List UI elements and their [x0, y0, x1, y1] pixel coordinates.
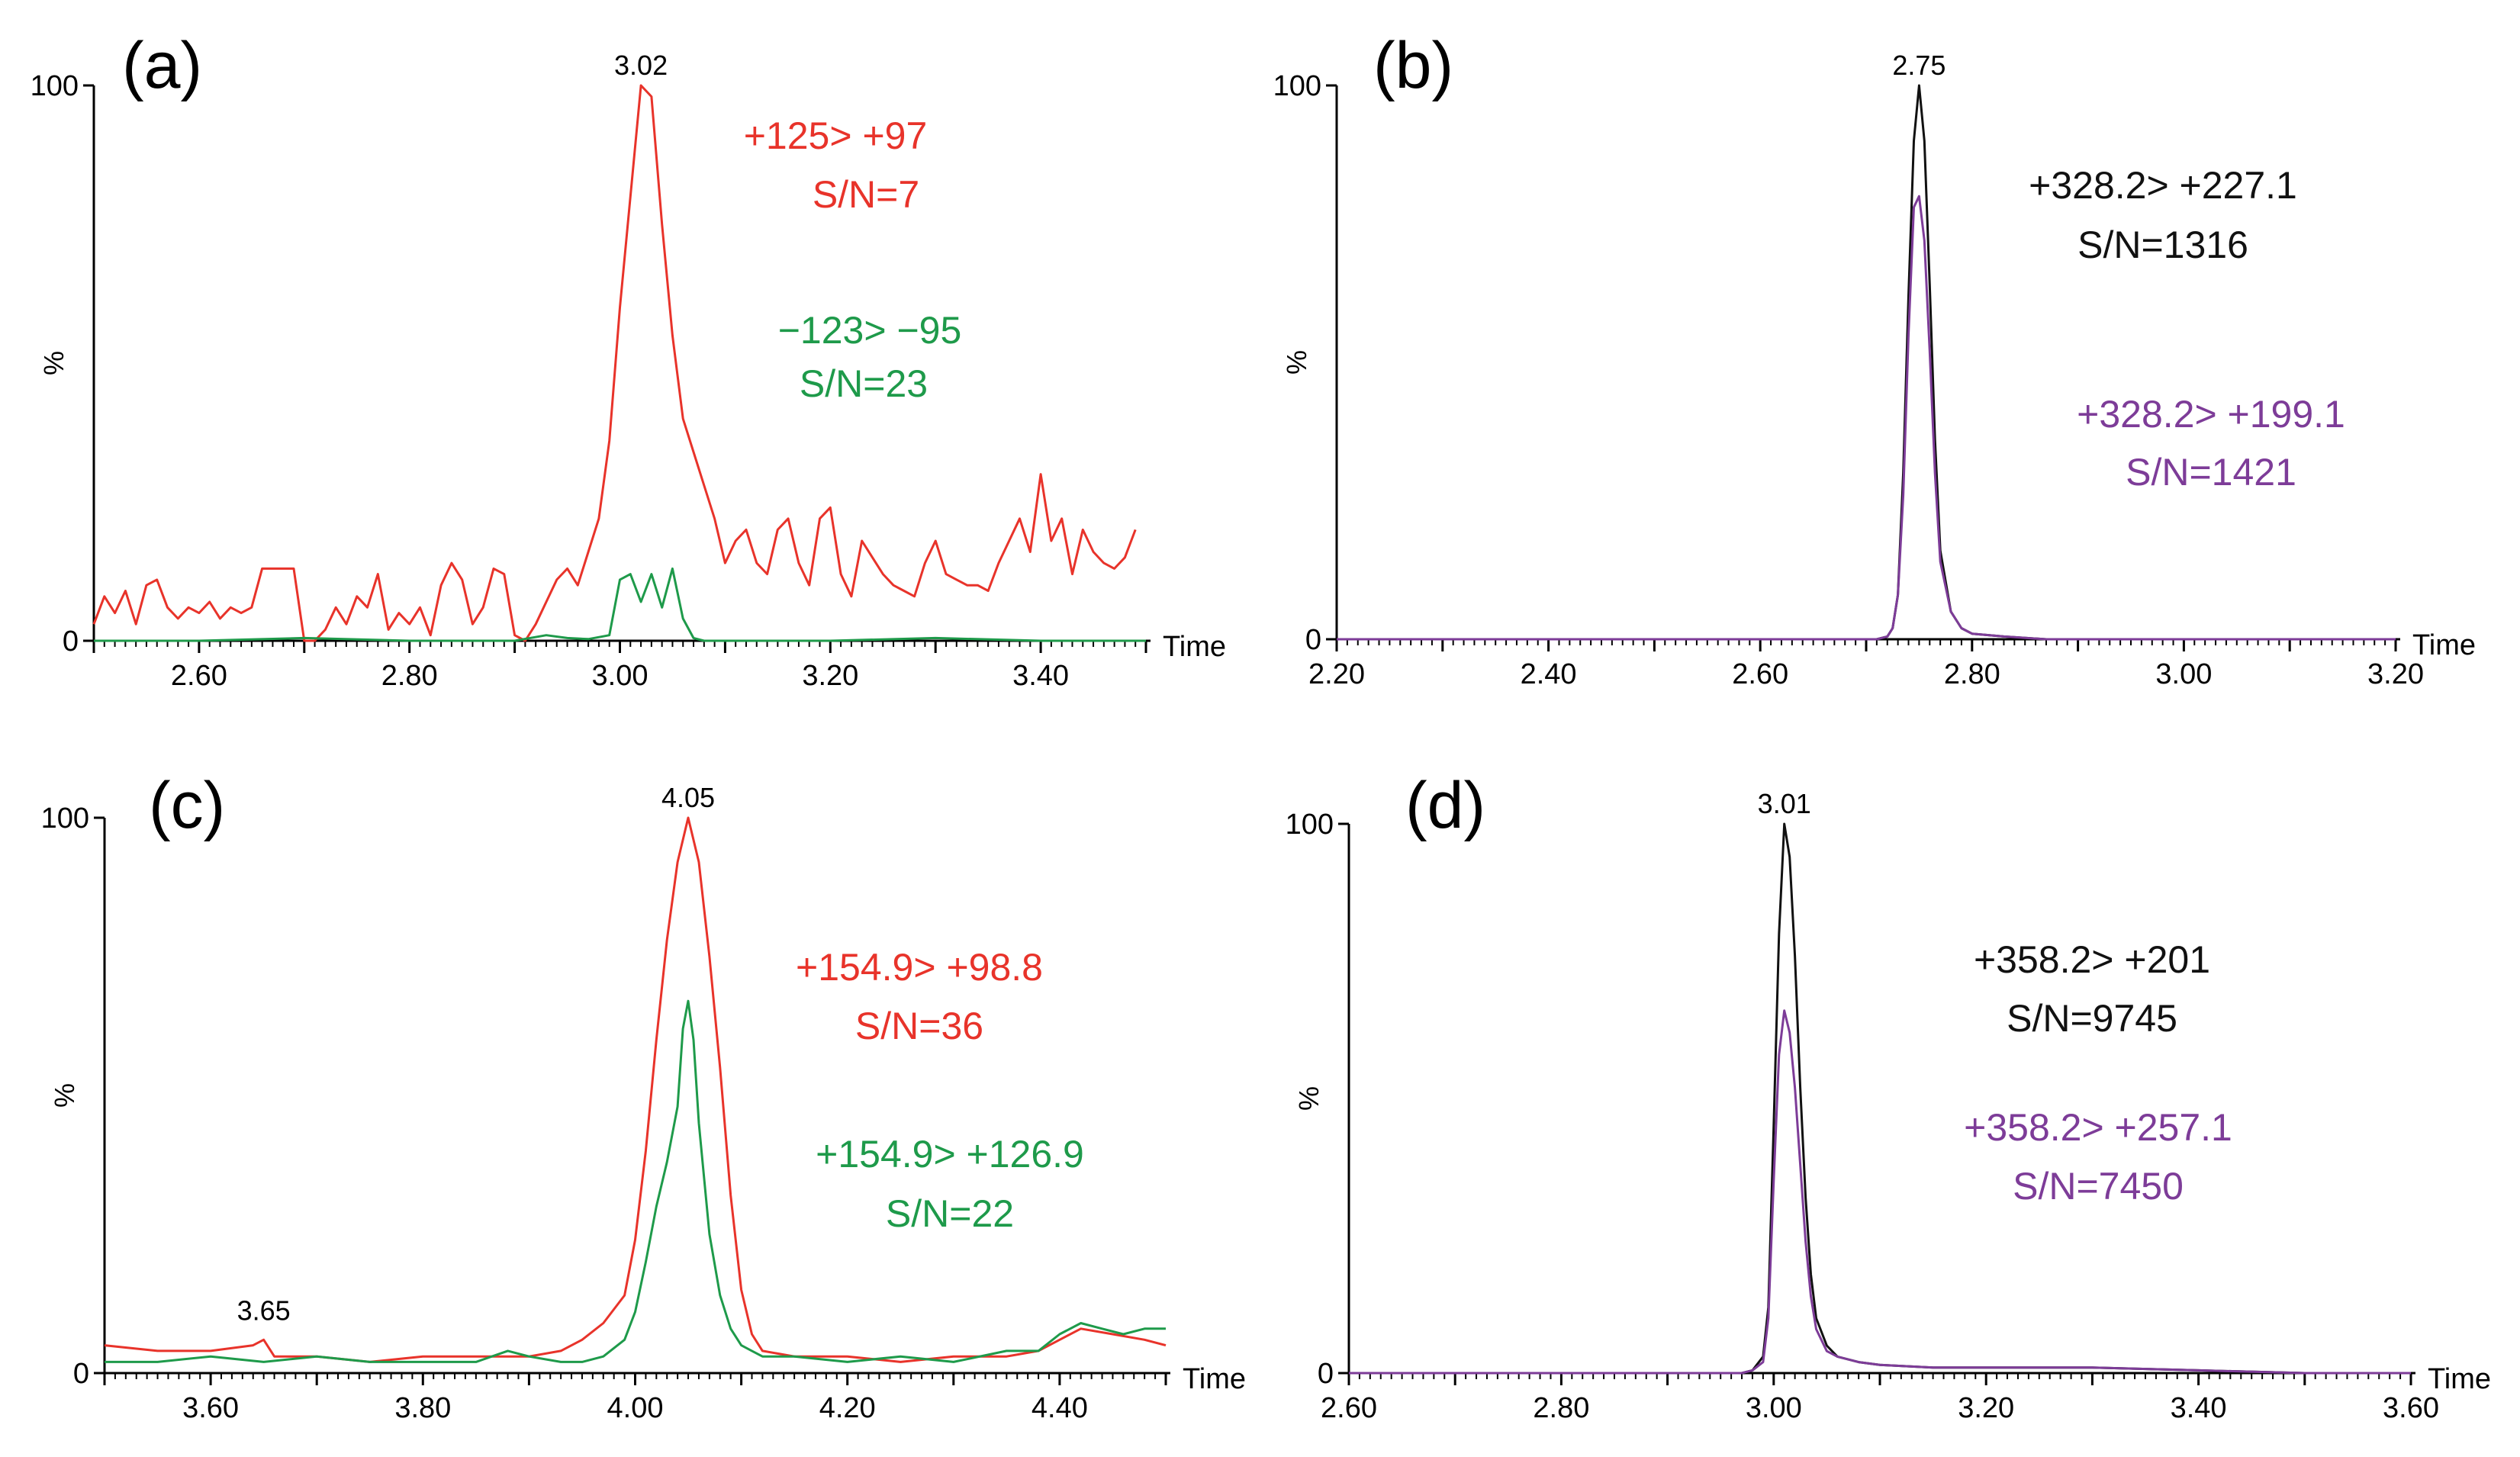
series-sn-label: S/N=36 [855, 1005, 983, 1047]
x-tick-label: 2.80 [381, 660, 438, 692]
y-tick-label: 0 [63, 626, 79, 658]
x-tick-label: 3.20 [2367, 658, 2424, 690]
series-line-2 [1337, 195, 2396, 641]
y-tick-label: 100 [1273, 70, 1321, 102]
chart-panel-a: (a) 0 100% 2.60 2.80 3.00 3.20 3.40 Time 3.02 +125… [31, 29, 1226, 692]
x-tick-label: 3.20 [802, 660, 858, 692]
x-tick-label: 3.60 [2383, 1392, 2439, 1424]
peak-label: 3.01 [1758, 788, 1811, 819]
x-tick-label: 2.20 [1308, 658, 1365, 690]
x-tick-label: 3.00 [2155, 658, 2212, 690]
series-transition-label: +328.2> +199.1 [2077, 393, 2345, 436]
series-sn-label: S/N=7 [813, 173, 919, 216]
series-sn-label: S/N=1421 [2126, 451, 2296, 494]
x-tick-label: 3.40 [1012, 660, 1069, 692]
x-tick-label: 4.40 [1031, 1392, 1088, 1424]
x-axis-label: Time [2412, 629, 2476, 661]
peak-label: 3.02 [614, 50, 668, 81]
series-transition-label: +328.2> +227.1 [2029, 164, 2297, 207]
y-tick-label: 0 [1318, 1358, 1334, 1390]
series-transition-label: −123> −95 [778, 309, 962, 352]
peak-label: 2.75 [1892, 50, 1946, 81]
series-sn-label: S/N=22 [886, 1192, 1014, 1235]
series-line-1 [1349, 822, 2411, 1375]
x-tick-label: 4.20 [819, 1392, 876, 1424]
x-tick-label: 2.40 [1521, 658, 1577, 690]
series-sn-label: S/N=7450 [2013, 1165, 2184, 1208]
panel-label: (b) [1373, 29, 1453, 102]
y-tick-label: 0 [73, 1358, 89, 1390]
series-transition-label: +358.2> +201 [1974, 938, 2210, 981]
x-tick-label: 4.00 [607, 1392, 664, 1424]
x-tick-label: 3.80 [394, 1392, 451, 1424]
x-tick-label: 3.00 [592, 660, 649, 692]
series-sn-label: S/N=9745 [2007, 997, 2177, 1040]
panel-label: (a) [122, 29, 202, 102]
series-line-2 [94, 567, 1146, 642]
x-tick-label: 2.60 [171, 660, 227, 692]
series-transition-label: +154.9> +126.9 [816, 1133, 1084, 1176]
y-axis-label: % [38, 351, 69, 375]
minor-peak-label: 3.65 [237, 1295, 291, 1326]
series-sn-label: S/N=23 [800, 362, 928, 405]
y-axis-label: % [49, 1083, 80, 1108]
x-tick-label: 3.00 [1746, 1392, 1802, 1424]
series-line-2 [105, 999, 1166, 1363]
x-tick-label: 2.60 [1321, 1392, 1377, 1424]
peak-label: 4.05 [661, 782, 715, 813]
x-axis-label: Time [1163, 631, 1226, 663]
series-line-1 [104, 816, 1167, 1363]
x-tick-label: 2.60 [1732, 658, 1788, 690]
x-tick-label: 2.80 [1944, 658, 2000, 690]
x-axis-label: Time [2428, 1363, 2491, 1395]
y-tick-label: 100 [41, 802, 89, 835]
y-tick-label: 100 [31, 70, 79, 102]
chart-panel-c: (c) 0 100% 3.60 3.80 4.00 4.20 4.40 Time 4.05 3.65… [41, 769, 1246, 1424]
y-axis-label: % [1293, 1086, 1324, 1111]
series-line-2 [1349, 1009, 2411, 1375]
y-tick-label: 0 [1305, 624, 1321, 656]
panel-label: (d) [1405, 769, 1485, 842]
series-transition-label: +125> +97 [744, 114, 928, 157]
y-axis-label: % [1281, 350, 1312, 375]
series-line-1 [92, 84, 1137, 642]
x-tick-label: 3.40 [2171, 1392, 2227, 1424]
y-tick-label: 100 [1286, 809, 1334, 841]
x-tick-label: 3.60 [182, 1392, 239, 1424]
series-sn-label: S/N=1316 [2077, 224, 2248, 266]
x-axis-label: Time [1183, 1363, 1246, 1395]
x-tick-label: 3.20 [1958, 1392, 2014, 1424]
panel-label: (c) [149, 769, 225, 842]
series-transition-label: +154.9> +98.8 [796, 946, 1043, 989]
series-transition-label: +358.2> +257.1 [1964, 1106, 2232, 1149]
x-tick-label: 2.80 [1533, 1392, 1589, 1424]
